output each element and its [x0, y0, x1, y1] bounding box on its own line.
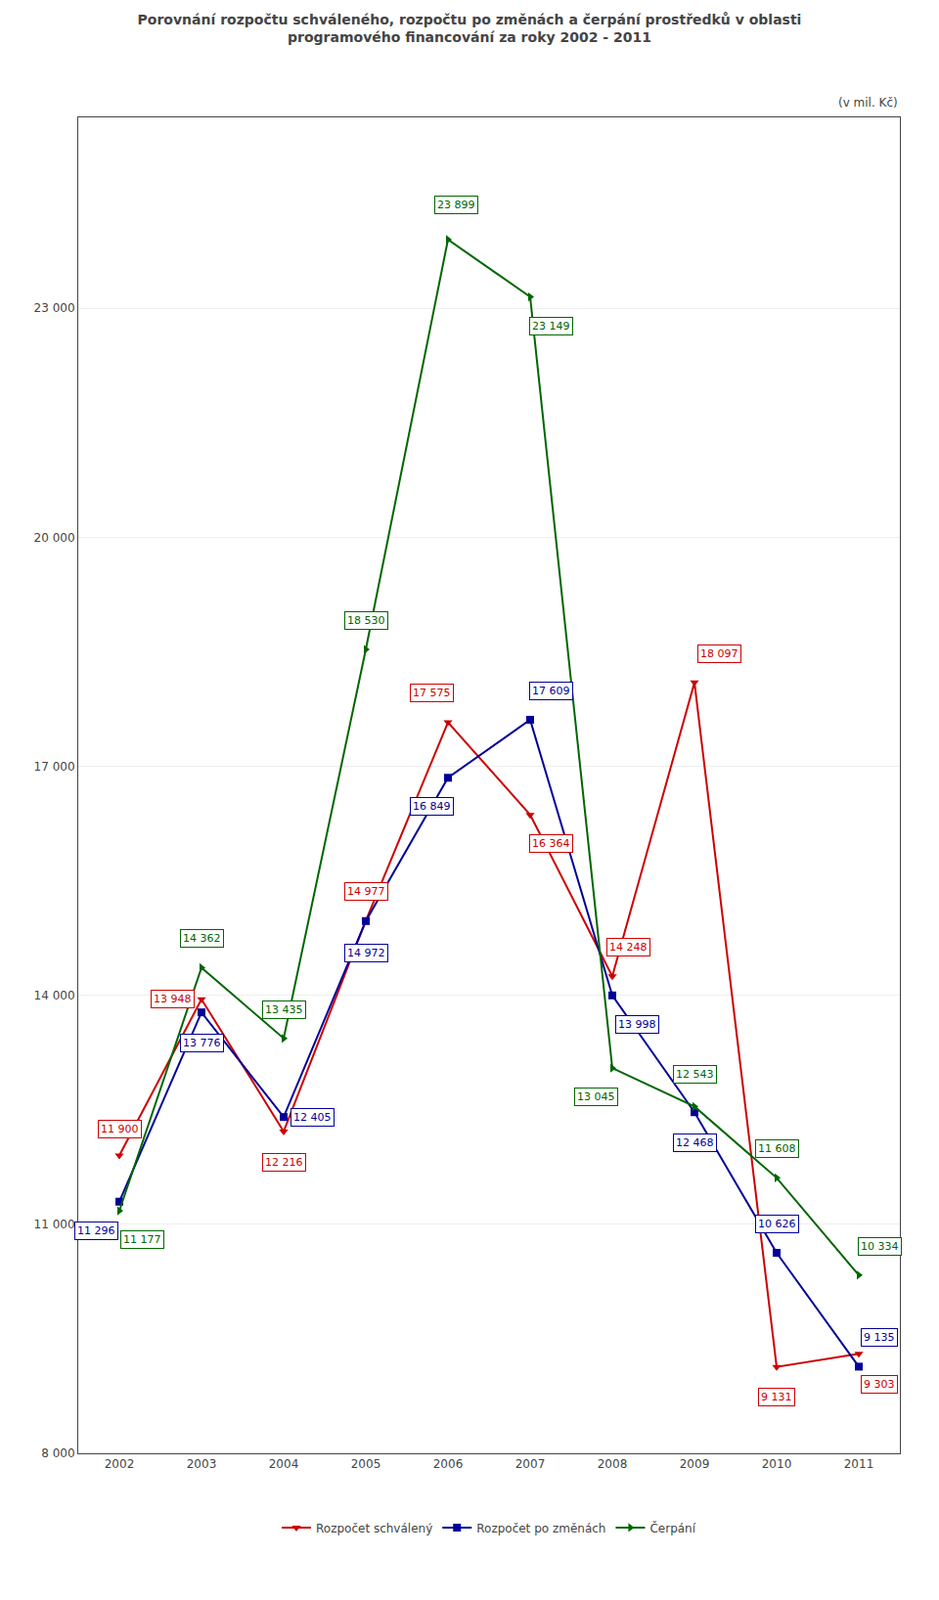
svg-text:17 609: 17 609	[532, 684, 571, 698]
svg-text:11 000: 11 000	[34, 1217, 76, 1232]
svg-text:12 216: 12 216	[265, 1156, 304, 1169]
svg-text:12 405: 12 405	[293, 1111, 332, 1124]
svg-text:14 972: 14 972	[347, 946, 386, 960]
svg-text:2009: 2009	[679, 1457, 711, 1472]
svg-text:Rozpočet po změnách: Rozpočet po změnách	[476, 1521, 606, 1536]
svg-text:14 977: 14 977	[347, 885, 386, 898]
svg-text:(v mil. Kč): (v mil. Kč)	[838, 95, 898, 110]
svg-text:14 362: 14 362	[182, 932, 222, 945]
svg-text:23 149: 23 149	[532, 319, 571, 333]
svg-text:2005: 2005	[351, 1457, 382, 1472]
svg-text:8 000: 8 000	[41, 1446, 75, 1461]
svg-text:13 045: 13 045	[577, 1090, 616, 1104]
svg-text:13 998: 13 998	[618, 1018, 657, 1031]
svg-text:13 948: 13 948	[153, 992, 192, 1006]
svg-text:Porovnání rozpočtu schváleného: Porovnání rozpočtu schváleného, rozpočtu…	[137, 11, 803, 45]
svg-text:2011: 2011	[844, 1457, 875, 1472]
svg-text:18 097: 18 097	[700, 647, 739, 661]
svg-text:2004: 2004	[268, 1457, 300, 1472]
svg-text:2003: 2003	[186, 1457, 218, 1472]
svg-text:17 575: 17 575	[412, 686, 451, 700]
svg-text:10 334: 10 334	[860, 1240, 899, 1253]
svg-text:16 849: 16 849	[412, 800, 451, 813]
svg-text:9 135: 9 135	[863, 1331, 895, 1344]
svg-text:2008: 2008	[597, 1457, 628, 1472]
svg-text:14 000: 14 000	[34, 988, 76, 1003]
svg-text:11 608: 11 608	[758, 1142, 797, 1156]
svg-text:2010: 2010	[761, 1457, 793, 1472]
svg-text:13 435: 13 435	[265, 1003, 304, 1017]
svg-text:2002: 2002	[104, 1457, 135, 1472]
svg-text:12 543: 12 543	[675, 1068, 715, 1081]
svg-text:11 900: 11 900	[100, 1122, 139, 1136]
svg-text:12 468: 12 468	[675, 1136, 715, 1150]
svg-text:16 364: 16 364	[532, 837, 571, 850]
svg-text:2007: 2007	[515, 1457, 546, 1472]
svg-text:20 000: 20 000	[34, 531, 76, 545]
svg-text:9 131: 9 131	[760, 1390, 793, 1404]
svg-text:11 177: 11 177	[123, 1233, 162, 1247]
svg-text:Rozpočet schválený: Rozpočet schválený	[315, 1521, 433, 1536]
svg-text:9 303: 9 303	[863, 1378, 895, 1391]
svg-text:23 899: 23 899	[437, 198, 476, 212]
svg-text:2006: 2006	[433, 1457, 464, 1472]
svg-text:13 776: 13 776	[182, 1036, 222, 1050]
svg-text:11 296: 11 296	[77, 1224, 116, 1238]
svg-text:Čerpání: Čerpání	[649, 1520, 696, 1536]
svg-text:10 626: 10 626	[758, 1217, 797, 1231]
svg-text:18 530: 18 530	[347, 614, 386, 627]
svg-text:17 000: 17 000	[34, 760, 76, 774]
svg-text:14 248: 14 248	[609, 940, 648, 954]
svg-text:23 000: 23 000	[34, 301, 76, 315]
